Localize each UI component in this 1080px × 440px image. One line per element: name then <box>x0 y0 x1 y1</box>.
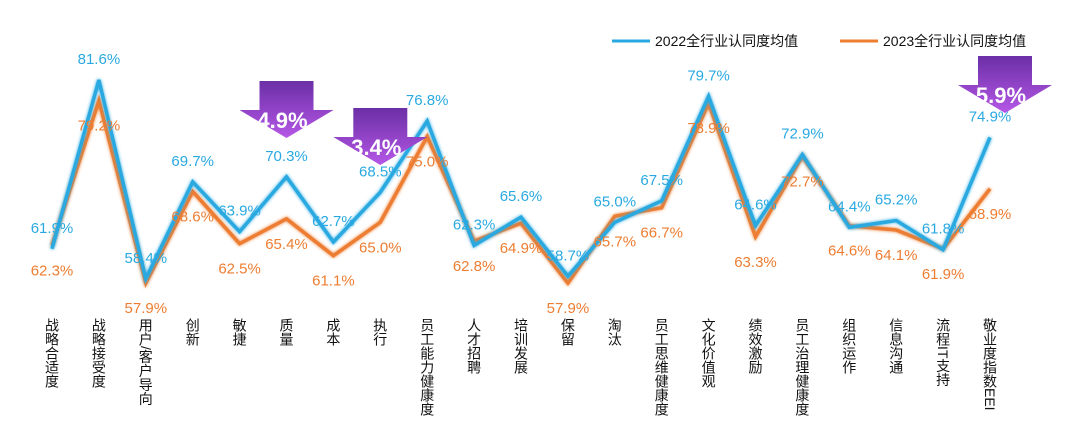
arrow-label: 5.9% <box>976 83 1026 108</box>
x-tick-label: 保留 <box>559 318 576 346</box>
data-label-2023: 68.6% <box>171 208 214 225</box>
x-tick-label: 创新 <box>184 318 201 346</box>
data-label-2023: 64.1% <box>875 247 918 264</box>
x-tick-label: 流程IT支持 <box>935 318 952 387</box>
x-tick-label: 淘汰 <box>606 318 623 346</box>
data-label-2023: 79.2% <box>78 118 121 135</box>
data-label-2023: 66.7% <box>640 225 683 242</box>
legend-label-2023: 2023全行业认同度均值 <box>883 33 1026 49</box>
data-label-2022: 62.7% <box>312 213 355 230</box>
down-arrow-icon <box>958 56 1052 113</box>
x-tick-label: 战略接受度 <box>90 318 107 388</box>
data-label-2022: 58.7% <box>547 247 590 264</box>
data-label-2022: 65.2% <box>875 192 918 209</box>
x-tick-label: 文化价值观 <box>700 318 717 388</box>
data-label-2023: 62.3% <box>31 262 74 279</box>
data-label-2023: 72.7% <box>781 173 824 190</box>
data-label-2022: 63.9% <box>218 203 261 220</box>
data-label-2022: 64.4% <box>828 198 871 215</box>
arrow-label: 4.9% <box>257 108 307 133</box>
data-label-2023: 64.6% <box>828 243 871 260</box>
x-tick-label: 员工思维健康度 <box>653 318 670 416</box>
x-tick-label: 信息沟通 <box>888 318 905 374</box>
decrease-arrow: 3.4% <box>333 108 428 165</box>
legend-label-2022: 2022全行业认同度均值 <box>655 33 798 49</box>
down-arrow-icon <box>333 108 428 165</box>
data-label-2022: 79.7% <box>687 67 730 84</box>
x-tick-label: 员工治理健康度 <box>794 318 811 416</box>
data-label-2022: 72.9% <box>781 126 824 143</box>
data-label-2022: 81.6% <box>78 51 121 68</box>
x-tick-label: 用户/客户导向 <box>137 318 154 406</box>
data-label-2022: 62.3% <box>453 216 496 233</box>
data-label-2023: 75.0% <box>406 154 449 171</box>
x-tick-label: 员工能力健康度 <box>419 318 436 416</box>
data-label-2022: 65.0% <box>594 193 637 210</box>
data-label-2023: 62.8% <box>453 258 496 275</box>
data-label-2023: 68.9% <box>969 206 1012 223</box>
x-tick-label: 战略合适度 <box>44 318 60 388</box>
data-label-2023: 63.3% <box>734 254 777 271</box>
data-label-2023: 65.7% <box>594 233 637 250</box>
data-label-2022: 67.5% <box>640 172 683 189</box>
data-label-2023: 78.9% <box>687 120 730 137</box>
x-tick-label: 培训发展 <box>513 318 529 374</box>
data-label-2023: 65.4% <box>265 236 308 253</box>
data-label-2023: 65.0% <box>359 239 402 256</box>
data-label-2022: 69.7% <box>171 153 214 170</box>
data-label-2023: 61.1% <box>312 273 355 290</box>
data-label-2022: 58.4% <box>125 250 168 267</box>
x-tick-label: 成本 <box>325 318 342 346</box>
decrease-arrow: 5.9% <box>958 56 1052 113</box>
data-label-2022: 68.5% <box>359 163 402 180</box>
arrow-label: 3.4% <box>351 135 401 160</box>
data-label-2023: 62.5% <box>218 261 261 278</box>
data-label-2023: 64.9% <box>500 240 543 257</box>
data-label-2022: 61.8% <box>922 221 965 238</box>
data-label-2023: 61.9% <box>922 266 965 283</box>
down-arrow-icon <box>239 81 334 138</box>
x-tick-label: 绩效激励 <box>747 318 764 374</box>
data-label-2022: 76.8% <box>406 92 449 109</box>
series-line-2022 <box>50 79 992 285</box>
x-tick-label: 人才招聘 <box>466 318 483 374</box>
legend: 2022全行业认同度均值 2023全行业认同度均值 <box>612 33 1026 49</box>
x-tick-label: 敬业度指数EEI <box>982 318 998 411</box>
decrease-arrow: 4.9% <box>239 81 334 138</box>
x-tick-label: 质量 <box>278 318 295 346</box>
data-label-2022: 64.6% <box>734 197 777 214</box>
data-label-2022: 65.6% <box>500 188 543 205</box>
x-tick-label: 执行 <box>372 318 389 346</box>
data-label-2022: 70.3% <box>265 148 308 165</box>
x-tick-label: 组织运作 <box>841 318 858 374</box>
data-label-2022: 74.9% <box>969 108 1012 125</box>
data-label-2023: 57.9% <box>125 300 168 317</box>
data-label-2023: 57.9% <box>547 300 590 317</box>
data-label-2022: 61.9% <box>31 220 74 237</box>
x-tick-label: 敏捷 <box>231 318 248 346</box>
